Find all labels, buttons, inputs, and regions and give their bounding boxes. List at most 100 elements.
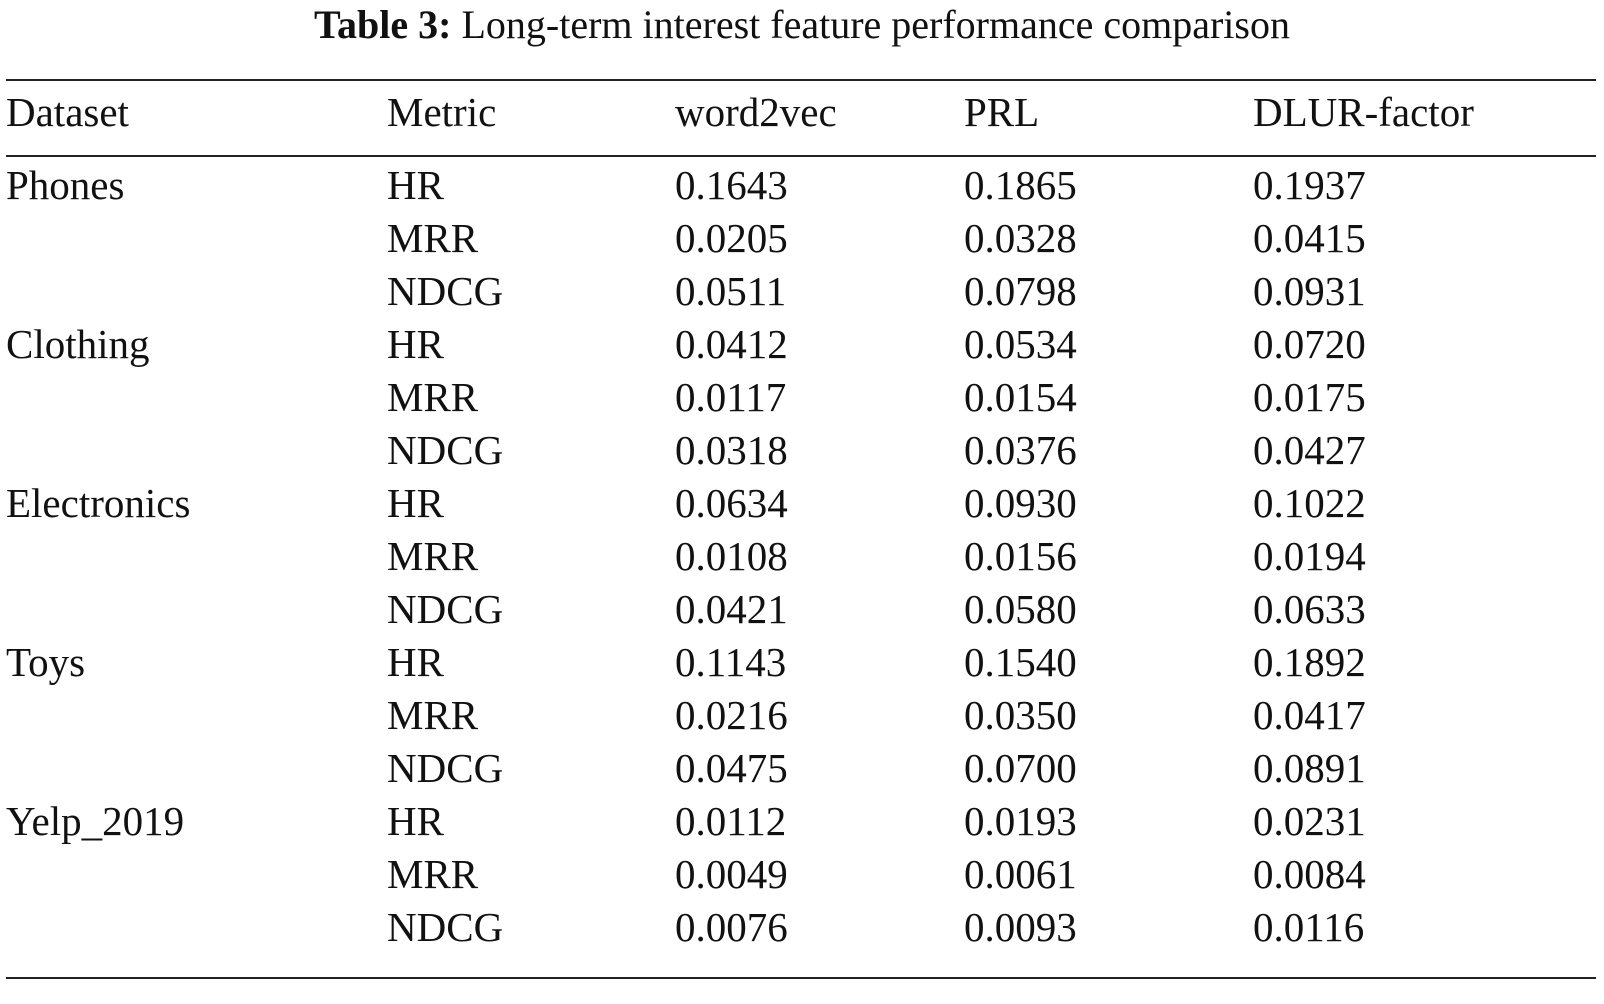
prl-cell: 0.0328: [964, 215, 1077, 261]
prl-cell: 0.0580: [964, 586, 1077, 632]
dlur-factor-cell: 0.0931: [1253, 268, 1366, 314]
prl-cell: 0.0534: [964, 321, 1077, 367]
metric-cell: NDCG: [387, 904, 504, 950]
table-row: Clothing HR 0.0412 0.0534 0.0720: [6, 318, 1596, 371]
dataset-cell: Toys: [6, 639, 86, 685]
dataset-cell: [6, 742, 387, 795]
dlur-factor-cell: 0.0891: [1253, 745, 1366, 791]
table-row: NDCG 0.0076 0.0093 0.0116: [6, 901, 1596, 954]
dataset-cell: Yelp_2019: [6, 798, 185, 844]
header-rule: [6, 155, 1596, 157]
table-row: MRR 0.0216 0.0350 0.0417: [6, 689, 1596, 742]
dlur-factor-cell: 0.0116: [1253, 904, 1365, 950]
prl-cell: 0.0376: [964, 427, 1077, 473]
dlur-factor-cell: 0.0175: [1253, 374, 1366, 420]
header-dlur-factor: DLUR-factor: [1253, 89, 1474, 135]
table-row: NDCG 0.0318 0.0376 0.0427: [6, 424, 1596, 477]
dlur-factor-cell: 0.0417: [1253, 692, 1366, 738]
prl-cell: 0.1540: [964, 639, 1077, 685]
metric-cell: MRR: [387, 374, 479, 420]
table-row: NDCG 0.0511 0.0798 0.0931: [6, 265, 1596, 318]
metric-cell: HR: [387, 798, 444, 844]
prl-cell: 0.0154: [964, 374, 1077, 420]
dataset-cell: Electronics: [6, 480, 191, 526]
dataset-cell: [6, 530, 387, 583]
metric-cell: NDCG: [387, 427, 504, 473]
word2vec-cell: 0.0108: [675, 533, 788, 579]
word2vec-cell: 0.1143: [675, 639, 787, 685]
prl-cell: 0.0193: [964, 798, 1077, 844]
metric-cell: MRR: [387, 533, 479, 579]
dlur-factor-cell: 0.0633: [1253, 586, 1366, 632]
dataset-cell: [6, 689, 387, 742]
dataset-cell: Clothing: [6, 321, 150, 367]
word2vec-cell: 0.0421: [675, 586, 788, 632]
table-row: Electronics HR 0.0634 0.0930 0.1022: [6, 477, 1596, 530]
table-row: Yelp_2019 HR 0.0112 0.0193 0.0231: [6, 795, 1596, 848]
table-body: Phones HR 0.1643 0.1865 0.1937 MRR 0.0205 0.032…: [6, 139, 1596, 954]
prl-cell: 0.0061: [964, 851, 1077, 897]
dataset-cell: Phones: [6, 162, 125, 208]
table-header: Dataset Metric word2vec PRL DLUR-factor: [6, 85, 1596, 139]
word2vec-cell: 0.0112: [675, 798, 787, 844]
metric-cell: HR: [387, 162, 444, 208]
table-caption: Table 3: Long-term interest feature perf…: [0, 0, 1604, 52]
results-table: Dataset Metric word2vec PRL DLUR-factor …: [6, 85, 1596, 954]
metric-cell: NDCG: [387, 268, 504, 314]
word2vec-cell: 0.1643: [675, 162, 788, 208]
dlur-factor-cell: 0.1937: [1253, 162, 1366, 208]
word2vec-cell: 0.0634: [675, 480, 788, 526]
table-row: Phones HR 0.1643 0.1865 0.1937: [6, 139, 1596, 212]
dlur-factor-cell: 0.0084: [1253, 851, 1366, 897]
metric-cell: MRR: [387, 851, 479, 897]
prl-cell: 0.1865: [964, 162, 1077, 208]
header-word2vec: word2vec: [675, 89, 837, 135]
metric-cell: MRR: [387, 215, 479, 261]
header-row: Dataset Metric word2vec PRL DLUR-factor: [6, 85, 1596, 139]
dataset-cell: [6, 424, 387, 477]
metric-cell: HR: [387, 480, 444, 526]
word2vec-cell: 0.0205: [675, 215, 788, 261]
prl-cell: 0.0798: [964, 268, 1077, 314]
table-row: MRR 0.0205 0.0328 0.0415: [6, 212, 1596, 265]
dataset-cell: [6, 212, 387, 265]
dlur-factor-cell: 0.0720: [1253, 321, 1366, 367]
word2vec-cell: 0.0076: [675, 904, 788, 950]
prl-cell: 0.0700: [964, 745, 1077, 791]
header-dataset: Dataset: [6, 89, 129, 135]
table-row: NDCG 0.0421 0.0580 0.0633: [6, 583, 1596, 636]
word2vec-cell: 0.0049: [675, 851, 788, 897]
top-rule: [6, 79, 1596, 81]
dataset-cell: [6, 848, 387, 901]
metric-cell: HR: [387, 321, 444, 367]
header-metric: Metric: [387, 89, 497, 135]
dataset-cell: [6, 371, 387, 424]
word2vec-cell: 0.0412: [675, 321, 788, 367]
word2vec-cell: 0.0511: [675, 268, 787, 314]
table-row: MRR 0.0117 0.0154 0.0175: [6, 371, 1596, 424]
dlur-factor-cell: 0.0427: [1253, 427, 1366, 473]
metric-cell: MRR: [387, 692, 479, 738]
prl-cell: 0.0930: [964, 480, 1077, 526]
word2vec-cell: 0.0117: [675, 374, 787, 420]
metric-cell: NDCG: [387, 586, 504, 632]
table-row: MRR 0.0049 0.0061 0.0084: [6, 848, 1596, 901]
caption-text: Long-term interest feature performance c…: [461, 2, 1290, 47]
metric-cell: NDCG: [387, 745, 504, 791]
word2vec-cell: 0.0475: [675, 745, 788, 791]
metric-cell: HR: [387, 639, 444, 685]
word2vec-cell: 0.0216: [675, 692, 788, 738]
dlur-factor-cell: 0.0194: [1253, 533, 1366, 579]
table-row: NDCG 0.0475 0.0700 0.0891: [6, 742, 1596, 795]
prl-cell: 0.0350: [964, 692, 1077, 738]
table-row: MRR 0.0108 0.0156 0.0194: [6, 530, 1596, 583]
dlur-factor-cell: 0.0231: [1253, 798, 1366, 844]
word2vec-cell: 0.0318: [675, 427, 788, 473]
dlur-factor-cell: 0.1022: [1253, 480, 1366, 526]
dataset-cell: [6, 265, 387, 318]
header-prl: PRL: [964, 89, 1040, 135]
table-row: Toys HR 0.1143 0.1540 0.1892: [6, 636, 1596, 689]
bottom-rule: [6, 977, 1596, 979]
dlur-factor-cell: 0.0415: [1253, 215, 1366, 261]
dataset-cell: [6, 583, 387, 636]
